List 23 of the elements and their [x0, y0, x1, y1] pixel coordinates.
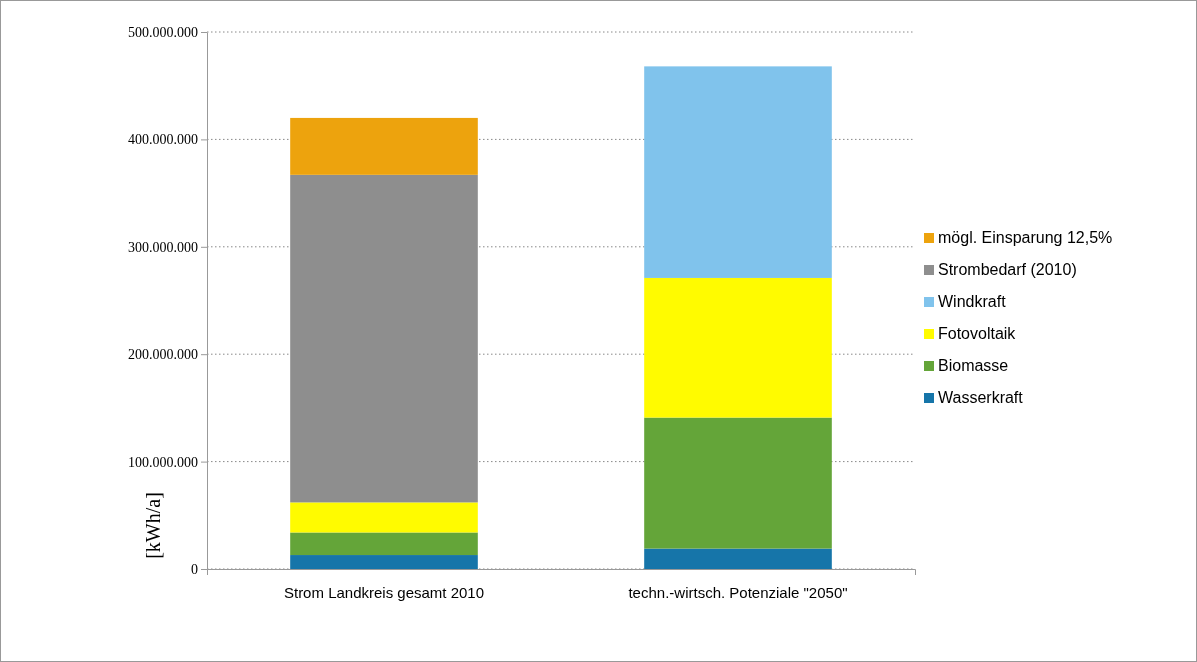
bar [644, 66, 832, 278]
y-tick-label: 300.000.000 [128, 239, 198, 255]
y-tick-label: 100.000.000 [128, 454, 198, 470]
legend-label: Biomasse [938, 357, 1009, 374]
bar [290, 555, 478, 569]
bar [290, 117, 478, 175]
x-tick-label: techn.-wirtsch. Potenziale "2050" [628, 583, 848, 601]
y-tick-label: 400.000.000 [128, 132, 198, 148]
bar [644, 277, 832, 418]
bar [290, 532, 478, 556]
bar [644, 548, 832, 569]
bar [644, 417, 832, 549]
y-axis-title: [kWh/a] [142, 492, 164, 559]
y-tick-label: 0 [191, 561, 198, 577]
x-tick-label: Strom Landkreis gesamt 2010 [283, 583, 485, 601]
y-tick-label: 500.000.000 [128, 24, 198, 40]
legend-label: Fotovoltaik [938, 325, 1017, 342]
legend-label: Windkraft [938, 293, 1007, 310]
legend-label: mögl. Einsparung 12,5% [938, 229, 1113, 246]
y-tick-label: 200.000.000 [128, 347, 198, 363]
bar [290, 502, 478, 533]
legend-label: Wasserkraft [938, 389, 1024, 406]
legend-label: Strombedarf (2010) [938, 261, 1077, 278]
